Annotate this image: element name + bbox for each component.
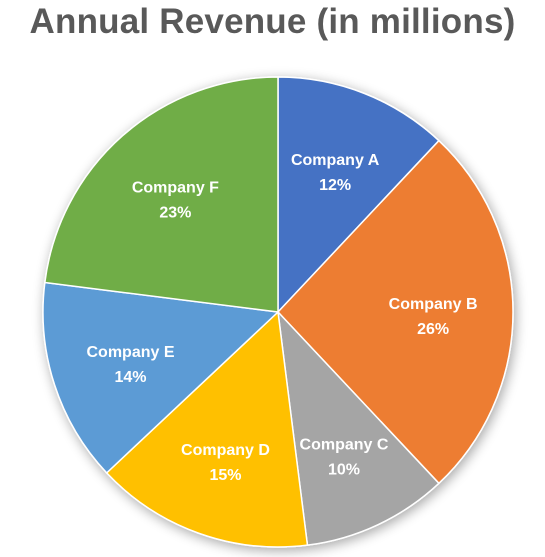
slice-value-company-f: 23% bbox=[159, 205, 191, 222]
slice-label-company-b: Company B bbox=[389, 296, 478, 313]
slice-label-company-a: Company A bbox=[291, 152, 380, 169]
pie-slice-company-c bbox=[277, 311, 440, 546]
chart-title: Annual Revenue (in millions) bbox=[29, 2, 516, 41]
pie-labels: Company A 12% Company B 26% Company C 10% Comp… bbox=[86, 152, 477, 484]
pie-slice-company-b bbox=[277, 139, 514, 485]
slice-label-company-e: Company E bbox=[86, 344, 174, 361]
pie-slice-company-a bbox=[277, 76, 440, 313]
slice-value-company-d: 15% bbox=[209, 467, 241, 484]
slice-value-company-c: 10% bbox=[328, 461, 360, 478]
pie-slice-company-e bbox=[42, 281, 279, 474]
slice-label-company-f: Company F bbox=[132, 180, 219, 197]
slice-value-company-b: 26% bbox=[417, 321, 449, 338]
pie-slices bbox=[42, 76, 514, 548]
slice-label-company-d: Company D bbox=[181, 442, 270, 459]
pie-slice-company-d bbox=[105, 311, 309, 548]
slice-value-company-a: 12% bbox=[319, 177, 351, 194]
slice-label-company-c: Company C bbox=[300, 436, 389, 453]
slice-value-company-e: 14% bbox=[114, 369, 146, 386]
pie-slice-company-f bbox=[44, 76, 279, 313]
